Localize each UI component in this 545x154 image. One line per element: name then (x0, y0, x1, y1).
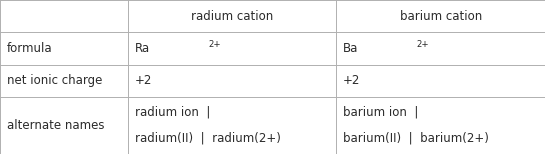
Text: radium cation: radium cation (191, 10, 273, 23)
Text: Ra: Ra (135, 42, 150, 55)
Text: 2+: 2+ (417, 40, 429, 49)
Text: +2: +2 (343, 74, 360, 87)
Text: +2: +2 (135, 74, 152, 87)
Text: formula: formula (7, 42, 52, 55)
Text: alternate names: alternate names (7, 119, 104, 132)
Text: net ionic charge: net ionic charge (7, 74, 102, 87)
Text: barium ion  |: barium ion | (343, 105, 418, 118)
Text: radium(II)  |  radium(2+): radium(II) | radium(2+) (135, 131, 281, 144)
Text: barium cation: barium cation (399, 10, 482, 23)
Text: 2+: 2+ (209, 40, 221, 49)
Text: radium ion  |: radium ion | (135, 105, 210, 118)
Text: Ba: Ba (343, 42, 358, 55)
Text: barium(II)  |  barium(2+): barium(II) | barium(2+) (343, 131, 489, 144)
